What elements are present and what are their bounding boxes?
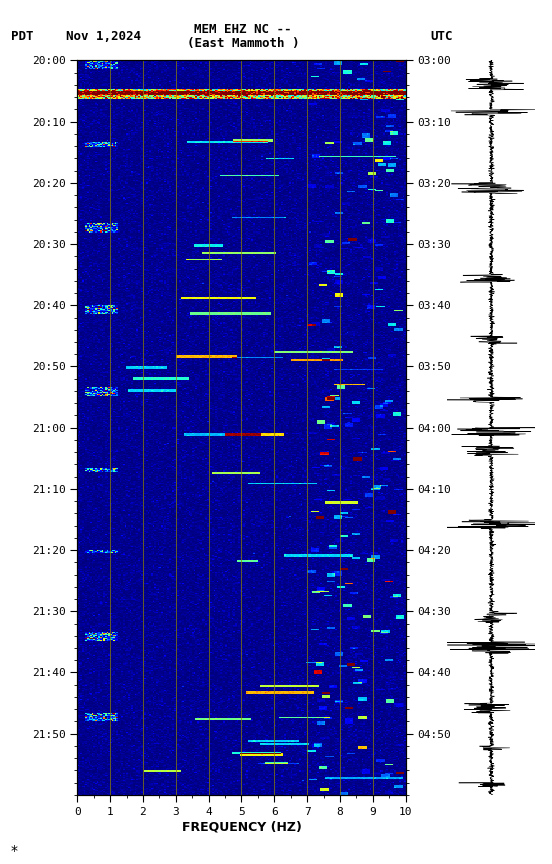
Text: Nov 1,2024: Nov 1,2024 bbox=[66, 29, 141, 43]
X-axis label: FREQUENCY (HZ): FREQUENCY (HZ) bbox=[182, 821, 301, 834]
Text: PDT: PDT bbox=[11, 29, 34, 43]
Text: (East Mammoth ): (East Mammoth ) bbox=[187, 36, 299, 50]
Text: UTC: UTC bbox=[431, 29, 453, 43]
Text: MEM EHZ NC --: MEM EHZ NC -- bbox=[194, 22, 291, 36]
Text: *: * bbox=[11, 844, 18, 858]
